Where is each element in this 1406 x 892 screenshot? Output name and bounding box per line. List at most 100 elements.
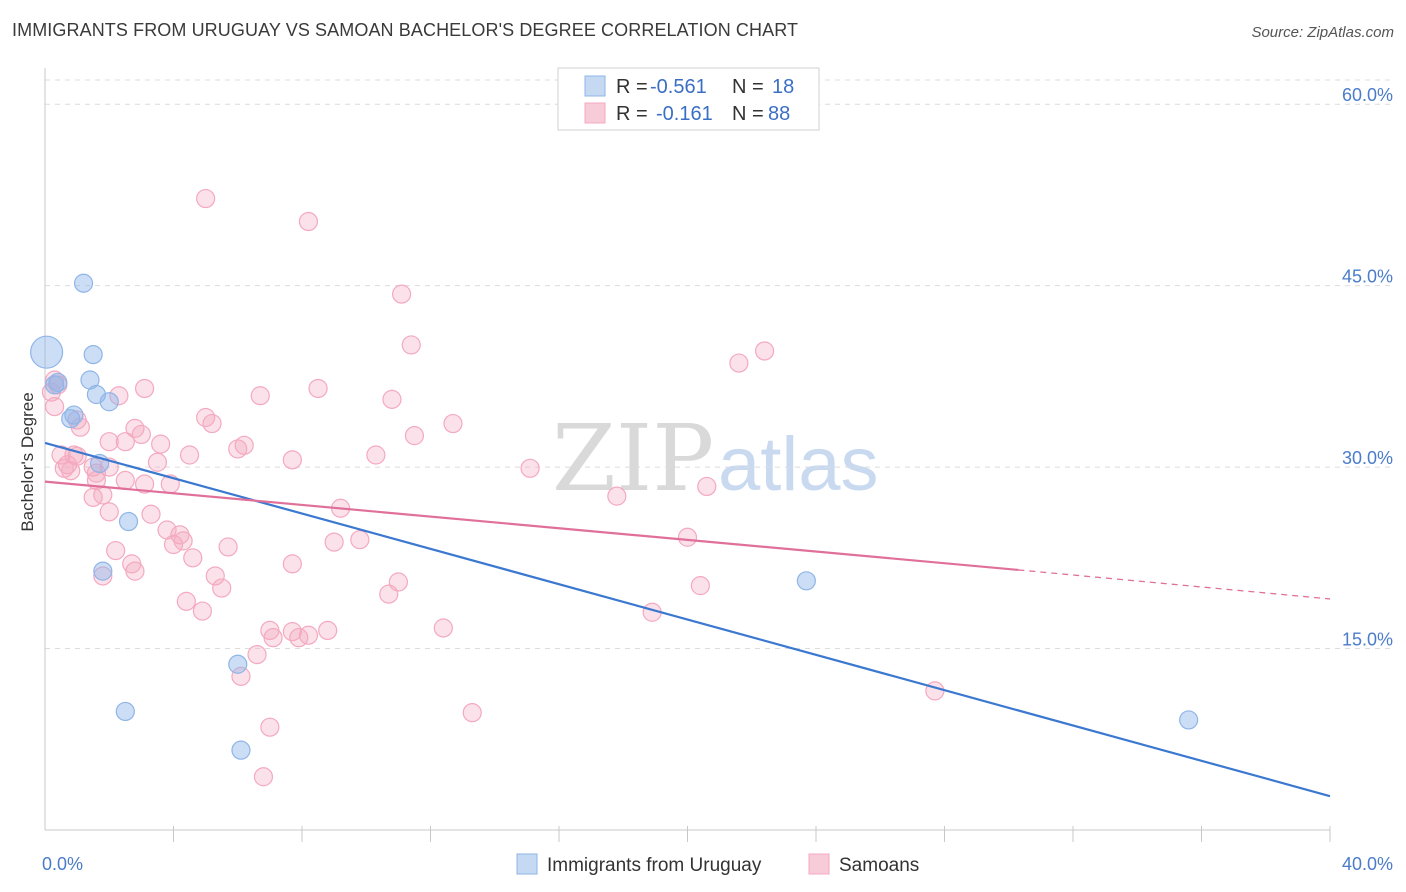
point-samoans	[170, 525, 190, 545]
point-samoans	[212, 578, 232, 598]
point-samoans	[729, 353, 749, 373]
point-samoans	[382, 389, 402, 409]
point-samoans	[697, 476, 717, 497]
point-uruguay	[48, 372, 68, 393]
point-samoans	[253, 767, 274, 787]
stats-r-value-samoans: -0.161	[656, 103, 713, 125]
point-samoans	[45, 397, 65, 417]
point-uruguay	[45, 375, 65, 395]
legend-label-uruguay: Immigrants from Uruguay	[547, 855, 762, 876]
point-samoans	[462, 703, 482, 723]
watermark-zip: ZIP	[552, 405, 714, 512]
point-uruguay	[83, 344, 103, 365]
x-tick-label-max: 40.0%	[1342, 854, 1393, 874]
point-samoans	[401, 335, 421, 355]
watermark-atlas: atlas	[718, 422, 879, 507]
point-samoans	[298, 211, 319, 232]
legend-swatch-uruguay	[516, 853, 538, 875]
point-samoans	[391, 284, 412, 304]
chart-title: IMMIGRANTS FROM URUGUAY VS SAMOAN BACHEL…	[12, 20, 799, 40]
point-samoans	[45, 370, 65, 390]
point-uruguay	[93, 561, 113, 581]
tick-labels: 15.0% 30.0% 45.0% 60.0% 0.0% 40.0%	[42, 85, 1393, 874]
trend-lines	[44, 441, 1331, 798]
trend-line-samoans	[44, 480, 1019, 572]
stats-n-value-samoans: 88	[768, 103, 790, 125]
legend-swatch-samoans	[808, 853, 830, 875]
point-samoans	[202, 413, 222, 434]
y-tick-label: 30.0%	[1342, 448, 1393, 468]
point-samoans	[677, 527, 698, 547]
point-uruguay	[99, 392, 119, 412]
y-axis-label: Bachelor's Degree	[18, 392, 37, 531]
axes	[44, 68, 1331, 842]
point-samoans	[57, 455, 78, 475]
point-samoans	[250, 386, 270, 406]
point-samoans	[99, 502, 119, 522]
point-samoans	[520, 458, 540, 478]
point-samoans	[318, 620, 338, 641]
point-uruguay	[30, 335, 64, 369]
point-samoans	[379, 584, 399, 604]
point-samoans	[231, 666, 251, 686]
point-samoans	[234, 435, 254, 455]
point-uruguay	[73, 273, 94, 293]
point-samoans	[282, 450, 302, 470]
point-samoans	[218, 537, 238, 557]
point-uruguay	[118, 511, 139, 532]
grid-lines	[45, 79, 1395, 650]
point-samoans	[366, 445, 386, 465]
point-samoans	[247, 644, 267, 665]
point-uruguay	[1179, 710, 1199, 730]
point-samoans	[925, 681, 945, 701]
point-samoans	[134, 378, 155, 399]
series-legend: Immigrants from Uruguay Samoans	[516, 853, 919, 876]
y-tick-label: 45.0%	[1342, 267, 1393, 287]
point-uruguay	[796, 571, 816, 591]
point-samoans	[125, 561, 145, 581]
point-samoans	[205, 566, 225, 586]
point-samoans	[106, 540, 126, 561]
point-samoans	[443, 413, 463, 434]
stats-n-label-samoans: N =	[732, 103, 764, 125]
trend-line-samoans-extension	[1018, 569, 1331, 600]
x-tick-label-min: 0.0%	[42, 854, 83, 874]
point-samoans	[263, 628, 283, 648]
stats-legend: R = -0.561 N = 18 R = -0.161 N = 88	[557, 67, 820, 131]
point-samoans	[115, 470, 135, 491]
stats-swatch-samoans	[584, 102, 606, 124]
point-samoans	[196, 188, 216, 209]
point-samoans	[179, 445, 200, 465]
point-samoans	[298, 625, 319, 645]
point-samoans	[109, 386, 129, 406]
point-samoans	[260, 717, 280, 737]
stats-r-label-samoans: R =	[616, 103, 648, 125]
stats-r-value-uruguay: -0.561	[650, 76, 707, 98]
point-samoans	[147, 452, 168, 472]
data-points	[30, 188, 1199, 787]
point-uruguay	[231, 740, 251, 760]
point-samoans	[754, 341, 775, 361]
point-samoans	[83, 487, 103, 507]
point-samoans	[404, 426, 425, 446]
stats-n-label-uruguay: N =	[732, 76, 764, 98]
point-samoans	[282, 554, 302, 574]
point-samoans	[308, 378, 328, 399]
legend-label-samoans: Samoans	[839, 855, 919, 876]
point-samoans	[183, 548, 203, 568]
point-samoans	[93, 566, 113, 586]
stats-r-label-uruguay: R =	[616, 76, 648, 98]
point-samoans	[131, 424, 151, 445]
point-uruguay	[115, 701, 135, 722]
point-samoans	[350, 530, 370, 550]
point-samoans	[433, 618, 453, 638]
point-uruguay	[228, 654, 248, 674]
point-samoans	[192, 601, 213, 621]
point-samoans	[163, 534, 184, 555]
point-samoans	[173, 531, 193, 551]
point-uruguay	[61, 409, 81, 429]
y-tick-label: 60.0%	[1342, 85, 1393, 105]
stats-swatch-uruguay	[584, 75, 606, 97]
point-samoans	[141, 504, 161, 524]
